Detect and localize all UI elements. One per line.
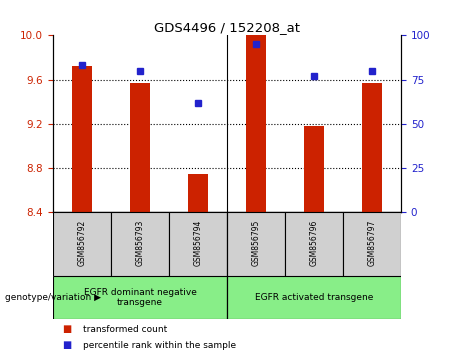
Text: genotype/variation ▶: genotype/variation ▶ [5,293,100,302]
Text: GSM856793: GSM856793 [136,220,145,266]
Bar [53,276,227,319]
Bar [169,212,227,276]
Text: transformed count: transformed count [83,325,167,334]
Text: GSM856795: GSM856795 [252,220,260,266]
Bar [343,212,401,276]
Bar [111,212,169,276]
Bar [227,212,285,276]
Bar [130,83,150,212]
Text: GSM856794: GSM856794 [194,220,202,266]
Bar [246,35,266,212]
Text: percentile rank within the sample: percentile rank within the sample [83,341,236,350]
Text: EGFR dominant negative
transgene: EGFR dominant negative transgene [83,288,196,307]
Bar [53,212,111,276]
Title: GDS4496 / 152208_at: GDS4496 / 152208_at [154,21,300,34]
Bar [72,66,92,212]
Text: GSM856792: GSM856792 [77,220,87,266]
Text: EGFR activated transgene: EGFR activated transgene [255,293,373,302]
Text: ■: ■ [62,340,71,350]
Bar [227,276,401,319]
Text: ■: ■ [62,324,71,334]
Bar [285,212,343,276]
Bar [362,83,382,212]
Text: GSM856796: GSM856796 [309,220,319,266]
Bar [188,174,208,212]
Text: GSM856797: GSM856797 [367,220,377,266]
Bar [304,126,324,212]
